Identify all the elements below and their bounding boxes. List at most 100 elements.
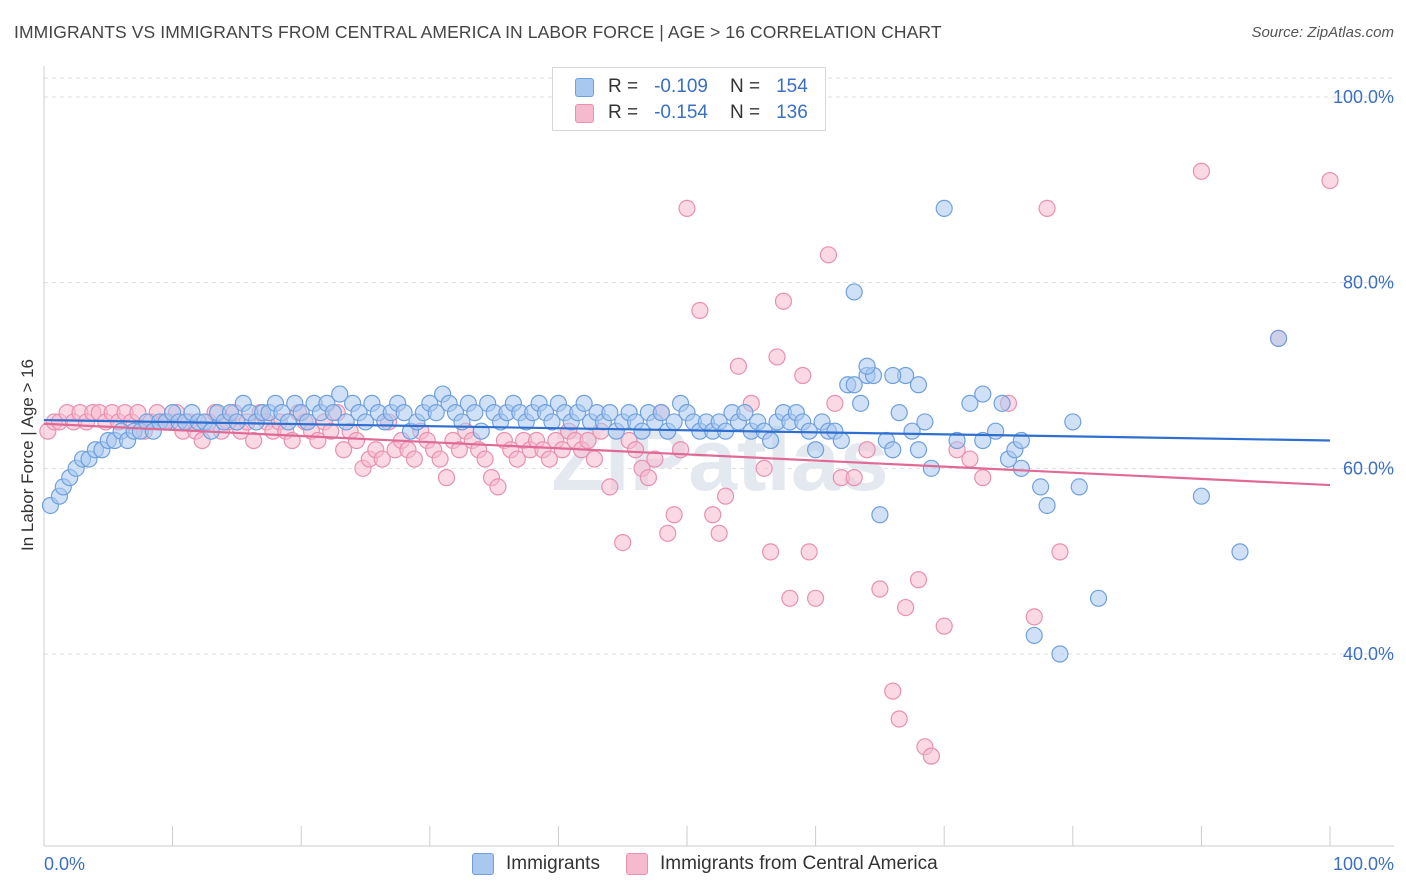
trend-lines [43,418,1331,487]
y-axis-label: In Labor Force | Age > 16 [18,358,37,552]
data-point [704,506,722,524]
data-point [331,385,349,403]
y-tick-label: 40.0% [1343,644,1394,664]
data-point [761,543,780,561]
data-point [431,450,449,468]
data-point [710,524,728,542]
data-point [755,459,773,477]
data-point [279,413,297,431]
data-point [781,589,799,607]
data-point [845,376,863,394]
data-point [1032,478,1050,496]
data-point [1051,543,1069,561]
legend-n-value: 136 [776,102,808,123]
data-point [858,357,876,375]
data-point [626,441,645,459]
data-point [871,580,889,598]
data-point [961,394,979,412]
legend-r-value: -0.109 [654,76,708,97]
data-point [652,404,670,422]
data-point [909,441,928,459]
data-point [890,710,908,728]
legend-item-immigrants: Immigrants [472,853,600,875]
data-point [800,543,818,561]
data-point [852,394,870,412]
data-point [806,441,825,459]
data-point [427,404,445,422]
data-point [819,246,838,264]
y-tick-label: 80.0% [1343,273,1394,293]
data-point [1321,171,1339,190]
data-point [543,413,561,431]
data-point [373,450,391,468]
data-point [736,404,754,422]
data-point [826,394,844,412]
data-point [322,422,340,440]
data-point [897,598,915,617]
data-point [639,469,658,487]
legend-label-immigrants: Immigrants [506,853,600,874]
data-point [1038,199,1056,217]
data-point [476,450,494,468]
legend-swatch-pink [575,103,594,123]
data-point [1192,487,1211,505]
data-point [774,292,793,310]
data-point [935,617,953,635]
data-point [974,385,992,403]
data-point [890,404,908,422]
series-immigrants-points [41,199,1288,663]
gridlines [44,77,1394,655]
data-point [395,404,413,422]
data-point [1070,478,1088,496]
data-point [1192,162,1211,180]
data-point [659,524,677,542]
legend-n-label: N = [729,102,761,123]
data-point [922,459,940,477]
x-ticks [43,826,1331,846]
data-point [884,682,902,700]
stats-legend: R = -0.109 N = 154 R = -0.154 N = 136 [552,67,826,131]
data-point [472,422,490,440]
data-point [832,431,850,450]
legend-label-central-america: Immigrants from Central America [659,853,938,874]
legend-r-value: -0.154 [654,102,708,123]
x-tick-label-max: 100.0% [1333,854,1394,874]
data-point [729,357,748,375]
data-point [1051,645,1069,663]
legend-r-label: R = [608,102,639,123]
data-point [614,533,632,552]
data-point [987,422,1005,440]
data-point [347,431,366,450]
y-tick-label: 100.0% [1333,87,1394,107]
data-point [935,199,953,217]
data-point [646,450,664,468]
legend-item-central-america: Immigrants from Central America [625,853,938,875]
data-point [993,394,1011,412]
data-point [845,469,863,487]
y-tick-label: 60.0% [1343,458,1394,478]
data-point [761,431,780,450]
legend-row-central-america: R = -0.154 N = 136 [575,101,808,125]
data-point [437,469,456,487]
data-point [665,506,683,524]
data-point [1089,589,1108,607]
data-point [579,431,597,450]
data-point [405,450,423,468]
data-point [961,450,979,468]
data-point [324,404,342,422]
data-point [768,348,786,366]
legend-swatch-pink [625,853,648,875]
data-point [1269,329,1288,347]
data-point [871,506,889,524]
data-point [1231,543,1249,561]
data-point [909,571,928,589]
data-point [903,422,921,440]
data-point [575,394,593,412]
legend-n-value: 154 [776,76,808,97]
legend-r-label: R = [608,76,639,97]
legend-n-label: N = [729,76,761,97]
data-point [858,441,876,459]
legend-swatch-blue [575,77,594,97]
x-tick-label-min: 0.0% [44,854,85,874]
legend-swatch-blue [472,853,494,875]
